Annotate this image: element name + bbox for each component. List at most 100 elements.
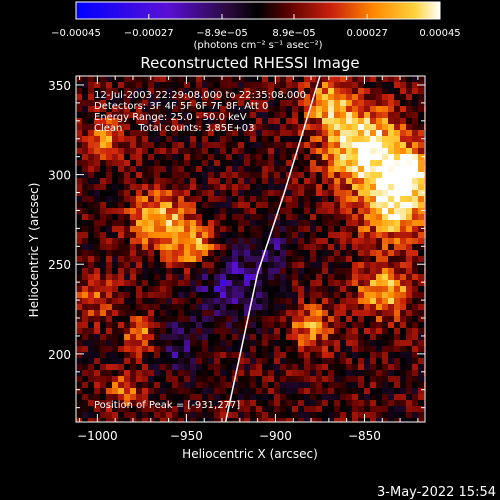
heatmap-cell (412, 220, 419, 227)
heatmap-cell (238, 148, 245, 155)
heatmap-cell (412, 142, 419, 149)
heatmap-cell (340, 226, 347, 233)
heatmap-cell (124, 304, 131, 311)
heatmap-cell (280, 286, 287, 293)
heatmap-cell (322, 250, 329, 257)
heatmap-cell (142, 334, 149, 341)
heatmap-cell (280, 124, 287, 131)
heatmap-cell (148, 238, 155, 245)
heatmap-cell (406, 112, 413, 119)
heatmap-cell (184, 76, 191, 83)
heatmap-cell (160, 202, 167, 209)
heatmap-cell (196, 160, 203, 167)
heatmap-cell (160, 256, 167, 263)
heatmap-cell (136, 376, 143, 383)
heatmap-cell (196, 394, 203, 401)
heatmap-cell (184, 376, 191, 383)
heatmap-cell (178, 118, 185, 125)
heatmap-cell (304, 262, 311, 269)
heatmap-cell (88, 184, 95, 191)
heatmap-cell (166, 286, 173, 293)
heatmap-cell (262, 148, 269, 155)
heatmap-cell (100, 178, 107, 185)
heatmap-cell (244, 124, 251, 131)
heatmap-cell (82, 256, 89, 263)
heatmap-cell (262, 250, 269, 257)
heatmap-cell (388, 286, 395, 293)
heatmap-cell (322, 220, 329, 227)
heatmap-cell (322, 370, 329, 377)
heatmap-cell (196, 274, 203, 281)
heatmap-cell (286, 322, 293, 329)
heatmap-cell (106, 292, 113, 299)
heatmap-cell (376, 88, 383, 95)
heatmap-cell (286, 304, 293, 311)
heatmap-cell (88, 358, 95, 365)
heatmap-cell (370, 400, 377, 407)
heatmap-cell (406, 328, 413, 335)
heatmap-cell (160, 316, 167, 323)
heatmap-cell (82, 316, 89, 323)
heatmap-cell (196, 244, 203, 251)
heatmap-cell (316, 100, 323, 107)
heatmap-cell (322, 280, 329, 287)
heatmap-cell (172, 352, 179, 359)
heatmap-cell (292, 82, 299, 89)
heatmap-cell (298, 214, 305, 221)
heatmap-cell (196, 268, 203, 275)
heatmap-cell (352, 418, 359, 422)
heatmap-cell (292, 76, 299, 83)
heatmap-cell (316, 94, 323, 101)
heatmap-cell (394, 298, 401, 305)
heatmap-cell (118, 88, 125, 95)
heatmap-cell (160, 136, 167, 143)
heatmap-cell (124, 160, 131, 167)
heatmap-cell (250, 184, 257, 191)
colorbar-tick-label: −0.00027 (124, 28, 174, 39)
heatmap-cell (172, 286, 179, 293)
heatmap-cell (220, 388, 227, 395)
heatmap-cell (352, 340, 359, 347)
heatmap-cell (100, 358, 107, 365)
heatmap-cell (268, 340, 275, 347)
heatmap-cell (148, 226, 155, 233)
heatmap-cell (148, 334, 155, 341)
heatmap-cell (274, 238, 281, 245)
heatmap-cell (148, 400, 155, 407)
heatmap-cell (274, 406, 281, 413)
heatmap-cell (262, 130, 269, 137)
heatmap-cell (88, 370, 95, 377)
heatmap-cell (328, 130, 335, 137)
heatmap-cell (298, 202, 305, 209)
heatmap-cell (136, 316, 143, 323)
heatmap-cell (388, 184, 395, 191)
heatmap-cell (220, 346, 227, 353)
heatmap-cell (82, 124, 89, 131)
heatmap-cell (418, 232, 425, 239)
heatmap-cell (310, 100, 317, 107)
heatmap-cell (238, 226, 245, 233)
heatmap-cell (160, 154, 167, 161)
heatmap-cell (82, 118, 89, 125)
heatmap-cell (82, 178, 89, 185)
heatmap-cell (316, 316, 323, 323)
heatmap-cell (136, 220, 143, 227)
heatmap-cell (82, 220, 89, 227)
heatmap-cell (328, 178, 335, 185)
heatmap-cell (250, 262, 257, 269)
heatmap-cell (340, 124, 347, 131)
heatmap-cell (388, 244, 395, 251)
heatmap-cell (244, 256, 251, 263)
heatmap-cell (280, 274, 287, 281)
heatmap-cell (412, 346, 419, 353)
heatmap-cell (148, 274, 155, 281)
heatmap-cell (136, 166, 143, 173)
heatmap-cell (364, 358, 371, 365)
heatmap-cell (334, 76, 341, 83)
heatmap-cell (232, 418, 239, 422)
heatmap-cell (112, 364, 119, 371)
heatmap-cell (406, 190, 413, 197)
heatmap-cell (292, 340, 299, 347)
heatmap-cell (352, 304, 359, 311)
